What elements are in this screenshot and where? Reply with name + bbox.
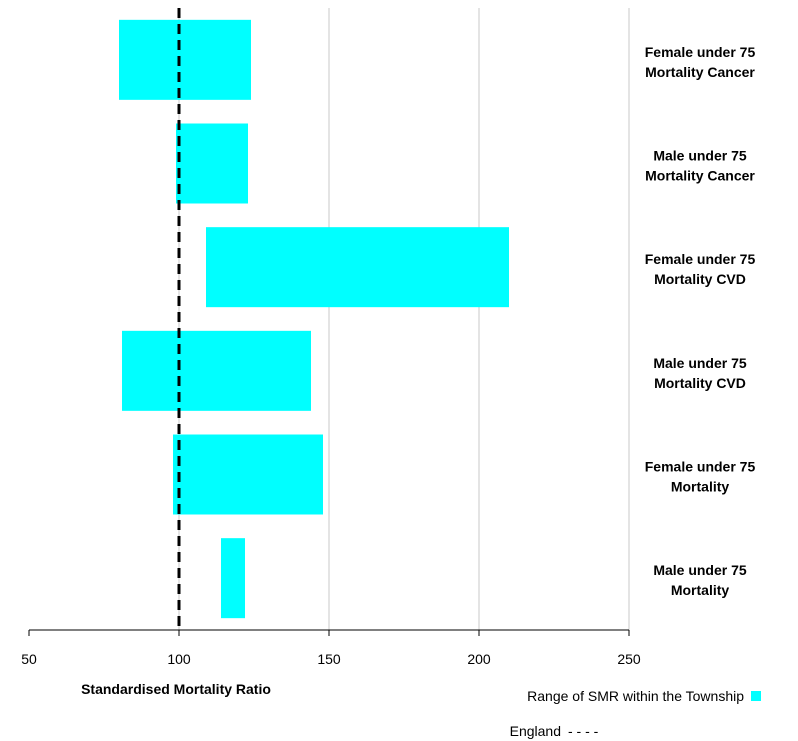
category-label-3: Male under 75 Mortality CVD — [653, 355, 747, 391]
category-label-5: Male under 75 Mortality — [653, 562, 747, 598]
range-bar-5 — [221, 538, 245, 619]
x-tick-label-100: 100 — [167, 651, 191, 667]
legend-series-label: Range of SMR within the Township — [527, 688, 744, 704]
range-bar-3 — [122, 330, 311, 411]
legend-series-swatch — [751, 691, 761, 701]
x-tick-label-200: 200 — [467, 651, 491, 667]
range-bar-4 — [173, 434, 323, 515]
x-tick-label-250: 250 — [617, 651, 641, 667]
category-label-0: Female under 75 Mortality Cancer — [645, 44, 756, 80]
category-label-4: Female under 75 Mortality — [645, 459, 756, 495]
x-tick-labels: 50 100 150 200 250 — [21, 651, 641, 667]
x-axis — [28, 629, 630, 636]
range-bar-1 — [176, 123, 248, 204]
vertical-gridlines — [178, 8, 630, 630]
category-label-2: Female under 75 Mortality CVD — [645, 251, 756, 287]
range-bars — [119, 19, 509, 619]
legend: Range of SMR within the Township England… — [510, 688, 761, 739]
category-label-1: Male under 75 Mortality Cancer — [645, 148, 755, 184]
x-tick-label-150: 150 — [317, 651, 341, 667]
legend-england-marker: - - - - — [568, 723, 599, 739]
x-tick-label-50: 50 — [21, 651, 37, 667]
range-bar-0 — [119, 19, 251, 100]
range-bar-2 — [206, 227, 509, 308]
legend-england-label: England — [510, 723, 561, 739]
x-axis-title: Standardised Mortality Ratio — [81, 681, 271, 697]
category-labels: Female under 75 Mortality Cancer Male unde… — [645, 44, 756, 598]
